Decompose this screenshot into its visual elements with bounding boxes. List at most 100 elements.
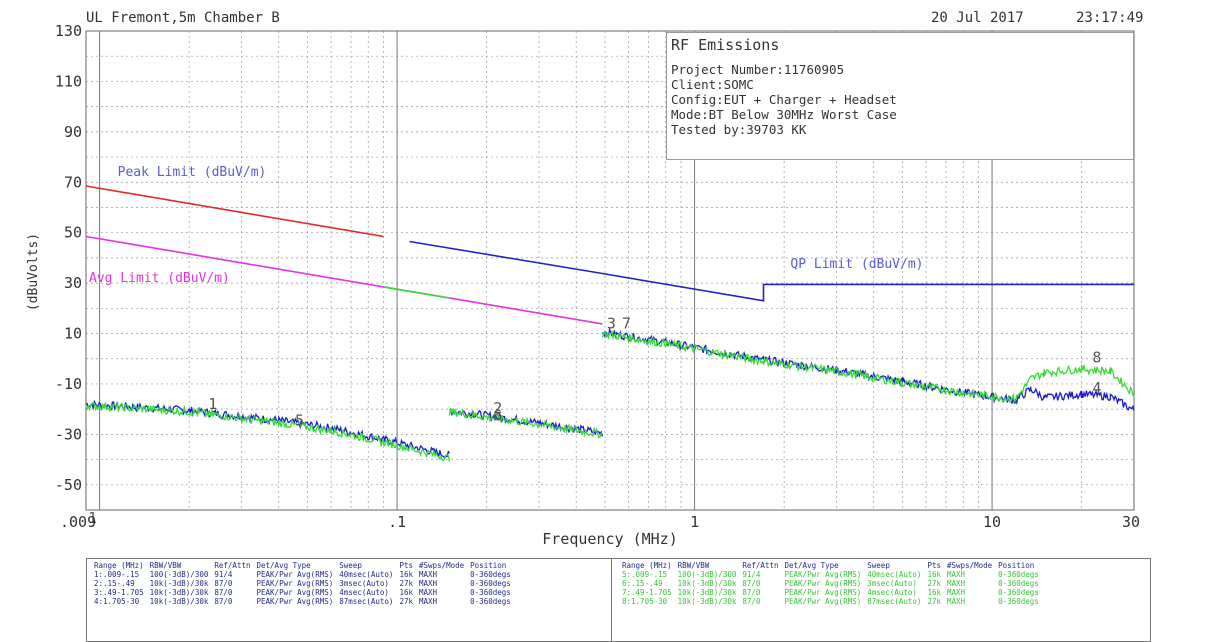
table-header-cell: Pts: [399, 561, 413, 570]
average-trace: [85, 401, 451, 462]
table-cell: MAXH: [947, 570, 966, 579]
x-tick-label-overlap: 1: [88, 509, 97, 527]
table-cell: 4:1.705-30: [94, 597, 140, 606]
table-cell: 0-360degs: [998, 597, 1039, 606]
peak-limit-line: [85, 185, 384, 238]
y-tick-label: 30: [64, 274, 82, 292]
x-tick-label: 30: [1122, 513, 1140, 531]
table-divider: [611, 559, 612, 641]
avg-limit-overlap-segment: [383, 286, 450, 299]
table-cell: 87/0: [214, 579, 233, 588]
table-cell: 27k: [927, 597, 941, 606]
table-cell: 4msec(Auto): [339, 588, 389, 597]
table-header-cell: RBW/VBW: [677, 561, 710, 570]
table-header-cell: Sweep: [867, 561, 890, 570]
table-header-cell: #Swps/Mode: [947, 561, 993, 570]
y-tick-label: 110: [55, 72, 82, 90]
time-label: 23:17:49: [1076, 10, 1144, 26]
table-cell: 2:.15-.49: [94, 579, 135, 588]
table-header-cell: Ref/Attn: [214, 561, 251, 570]
info-line-project: Project Number:11760905: [671, 62, 845, 77]
table-header-cell: Position: [998, 561, 1035, 570]
table-cell: 0-360degs: [470, 570, 511, 579]
table-header-cell: Det/Avg Type: [256, 561, 311, 570]
table-row: 5:.009-.15 100(-3dB)/300 91/4 PEAK/Pwr Avg(…: [619, 570, 1042, 579]
table-cell: 0-360degs: [998, 570, 1039, 579]
table-cell: 3msec(Auto): [339, 579, 389, 588]
table-row: 4:1.705-30 10k(-3dB)/30k 87/0 PEAK/Pwr Avg(…: [91, 597, 514, 606]
table-cell: 16k: [399, 570, 413, 579]
table-cell: 27k: [927, 579, 941, 588]
x-tick-label: .1: [388, 513, 406, 531]
table-header-cell: Range (MHz): [622, 561, 672, 570]
table-cell: MAXH: [947, 579, 966, 588]
table-cell: 87/0: [742, 597, 761, 606]
measurement-settings-table: Range (MHz) RBW/VBW Ref/Attn Det/Avg Type Sw…: [86, 558, 1151, 642]
qp-limit-line: [409, 240, 1134, 302]
table-cell: 91/4: [214, 570, 233, 579]
y-tick-label: 90: [64, 123, 82, 141]
table-cell: 16k: [927, 570, 941, 579]
table-cell: PEAK/Pwr Avg(RMS): [784, 597, 862, 606]
table-cell: 0-360degs: [998, 579, 1039, 588]
date-label: 20 Jul 2017: [931, 10, 1024, 26]
table-cell: 40msec(Auto): [339, 570, 394, 579]
site-label: UL Fremont,5m Chamber B: [86, 10, 280, 26]
table-header-cell: Position: [470, 561, 507, 570]
table-cell: 10k(-3dB)/30k: [149, 597, 209, 606]
info-line-tested-by: Tested by:39703 KK: [671, 122, 807, 137]
table-cell: 16k: [399, 588, 413, 597]
average-trace: [601, 329, 1135, 403]
table-row: 6:.15-.49 10k(-3dB)/30k 87/0 PEAK/Pwr Avg(R…: [619, 579, 1042, 588]
table-cell: 87/0: [742, 588, 761, 597]
table-cell: 0-360degs: [998, 588, 1039, 597]
marker-5: 5: [295, 412, 304, 430]
x-tick-label: 10: [983, 513, 1001, 531]
table-header-cell: Ref/Attn: [742, 561, 779, 570]
table-header-cell: Det/Avg Type: [784, 561, 839, 570]
table-row: 7:.49-1.705 10k(-3dB)/30k 87/0 PEAK/Pwr Avg…: [619, 588, 1042, 597]
table-header-cell: #Swps/Mode: [419, 561, 465, 570]
table-cell: MAXH: [419, 588, 438, 597]
settings-table-right: Range (MHz) RBW/VBW Ref/Attn Det/Avg Type Sw…: [619, 561, 1042, 606]
table-cell: 8:1.705-30: [622, 597, 668, 606]
table-cell: 27k: [399, 597, 413, 606]
limit-lines: Peak Limit (dBuV/m) Avg Limit (dBuV/m) QP …: [85, 165, 1134, 325]
table-cell: 10k(-3dB)/30k: [149, 579, 209, 588]
table-cell: PEAK/Pwr Avg(RMS): [784, 588, 862, 597]
avg-limit-label: Avg Limit (dBuV/m): [89, 271, 230, 286]
table-cell: 10k(-3dB)/30k: [149, 588, 209, 597]
table-cell: PEAK/Pwr Avg(RMS): [256, 588, 334, 597]
table-cell: 6:.15-.49: [622, 579, 663, 588]
table-header-cell: Sweep: [339, 561, 362, 570]
table-cell: 1:.009-.15: [94, 570, 140, 579]
table-cell: 7:.49-1.705: [622, 588, 672, 597]
table-cell: 27k: [399, 579, 413, 588]
x-axis-label: Frequency (MHz): [542, 530, 677, 548]
table-cell: 100(-3dB)/300: [677, 570, 737, 579]
marker-4: 4: [1092, 379, 1101, 397]
table-cell: MAXH: [947, 588, 966, 597]
trace-lines: [85, 327, 1135, 462]
info-box: RF Emissions Project Number:11760905 Cli…: [666, 32, 1134, 160]
table-header-cell: RBW/VBW: [149, 561, 182, 570]
table-cell: 87/0: [214, 588, 233, 597]
table-row: 8:1.705-30 10k(-3dB)/30k 87/0 PEAK/Pwr Avg(…: [619, 597, 1042, 606]
table-cell: MAXH: [419, 570, 438, 579]
y-tick-label: 70: [64, 173, 82, 191]
table-cell: 10k(-3dB)/30k: [677, 597, 737, 606]
table-cell: 0-360degs: [470, 588, 511, 597]
table-cell: 0-360degs: [470, 597, 511, 606]
table-row: 1:.009-.15 100(-3dB)/300 91/4 PEAK/Pwr Avg(…: [91, 570, 514, 579]
table-cell: 10k(-3dB)/30k: [677, 588, 737, 597]
x-tick-label: .009: [60, 513, 96, 531]
table-cell: 16k: [927, 588, 941, 597]
table-row: 3:.49-1.705 10k(-3dB)/30k 87/0 PEAK/Pwr Avg…: [91, 588, 514, 597]
marker-2: 2: [493, 399, 502, 417]
table-cell: 100(-3dB)/300: [149, 570, 209, 579]
peak-limit-label: Peak Limit (dBuV/m): [118, 165, 267, 180]
table-cell: 3msec(Auto): [867, 579, 917, 588]
